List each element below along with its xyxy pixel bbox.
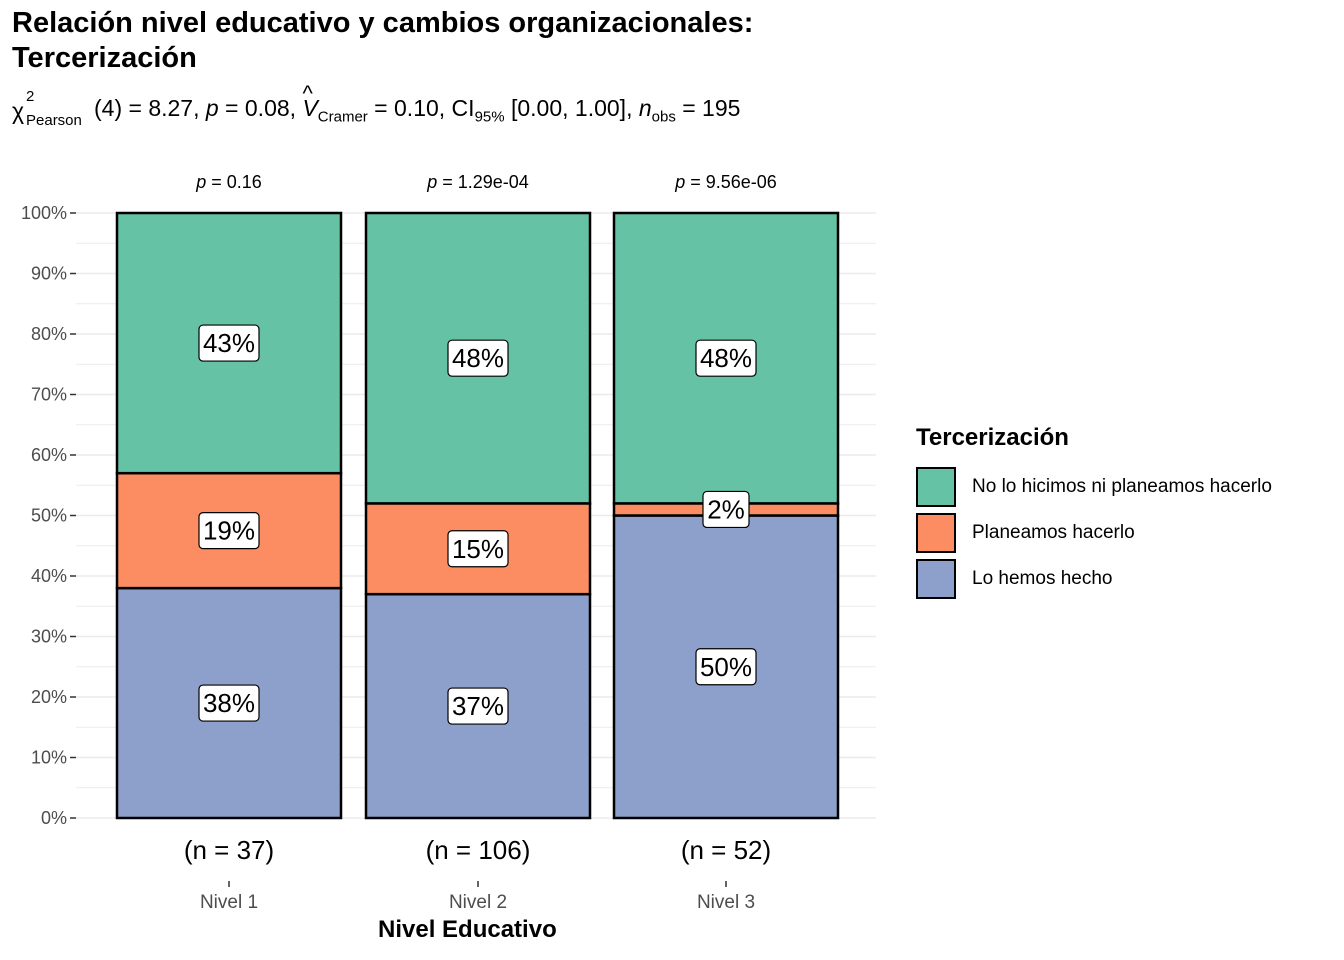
count-label: (n = 37) bbox=[184, 835, 274, 865]
data-label-box bbox=[447, 339, 509, 377]
data-label-box bbox=[695, 648, 757, 686]
data-label: 37% bbox=[452, 691, 504, 721]
legend-label: Lo hemos hecho bbox=[972, 568, 1113, 589]
data-label-box bbox=[447, 687, 509, 725]
data-label: 19% bbox=[203, 516, 255, 546]
y-tick-label: 50% bbox=[31, 506, 67, 526]
y-tick-label: 60% bbox=[31, 445, 67, 465]
x-tick-label: Nivel 3 bbox=[697, 892, 755, 913]
data-label-box bbox=[447, 530, 509, 568]
legend: Tercerización No lo hicimos ni planeamos… bbox=[916, 424, 1272, 602]
data-label-box bbox=[702, 490, 750, 529]
legend-item: Lo hemos hecho bbox=[916, 556, 1272, 602]
y-tick-label: 0% bbox=[41, 808, 67, 828]
y-tick-label: 80% bbox=[31, 324, 67, 344]
legend-swatch bbox=[916, 467, 956, 507]
count-label: (n = 52) bbox=[681, 835, 771, 865]
data-label-box bbox=[695, 339, 757, 377]
y-tick-label: 40% bbox=[31, 566, 67, 586]
data-label: 43% bbox=[203, 328, 255, 358]
p-value-label: p = 9.56e-06 bbox=[674, 172, 777, 192]
data-label-box bbox=[198, 512, 260, 550]
data-label: 2% bbox=[707, 494, 745, 524]
legend-swatch bbox=[916, 513, 956, 553]
legend-title: Tercerización bbox=[916, 424, 1069, 451]
data-label-box bbox=[198, 684, 260, 722]
p-value-label: p = 0.16 bbox=[195, 172, 262, 192]
p-value-label: p = 1.29e-04 bbox=[426, 172, 529, 192]
chi-square-symbol: χ 2 Pearson bbox=[12, 88, 82, 129]
data-label: 50% bbox=[700, 652, 752, 682]
cramer-v: ^ V bbox=[302, 81, 318, 121]
data-label: 48% bbox=[452, 343, 504, 373]
y-tick-label: 10% bbox=[31, 748, 67, 768]
x-tick-label: Nivel 2 bbox=[449, 892, 507, 913]
x-tick-label: Nivel 1 bbox=[200, 892, 258, 913]
data-label: 15% bbox=[452, 534, 504, 564]
legend-swatch bbox=[916, 559, 956, 599]
data-label-box bbox=[198, 324, 260, 362]
y-tick-label: 90% bbox=[31, 264, 67, 284]
y-tick-label: 100% bbox=[21, 203, 67, 223]
x-axis-title: Nivel Educativo bbox=[378, 916, 557, 943]
count-label: (n = 106) bbox=[426, 835, 531, 865]
y-tick-label: 20% bbox=[31, 687, 67, 707]
data-label: 38% bbox=[203, 688, 255, 718]
legend-label: No lo hicimos ni planeamos hacerlo bbox=[972, 476, 1272, 497]
y-tick-label: 70% bbox=[31, 385, 67, 405]
y-tick-label: 30% bbox=[31, 627, 67, 647]
data-label: 48% bbox=[700, 343, 752, 373]
chart-subtitle: χ 2 Pearson (4) = 8.27, p = 0.08, ^ VCram… bbox=[12, 81, 741, 129]
legend-item: Planeamos hacerlo bbox=[916, 510, 1272, 556]
legend-item: No lo hicimos ni planeamos hacerlo bbox=[916, 464, 1272, 510]
legend-label: Planeamos hacerlo bbox=[972, 522, 1135, 543]
chart-title: Relación nivel educativo y cambios organ… bbox=[12, 7, 754, 74]
